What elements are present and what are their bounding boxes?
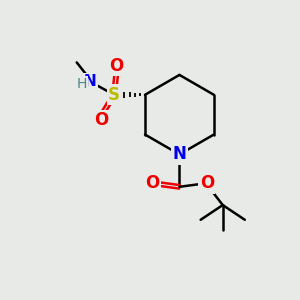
Text: S: S <box>108 86 120 104</box>
Text: O: O <box>94 111 108 129</box>
Text: N: N <box>84 74 96 89</box>
Text: O: O <box>200 174 214 192</box>
Text: O: O <box>109 57 124 75</box>
Text: O: O <box>145 174 159 192</box>
Text: N: N <box>172 146 186 164</box>
Text: H: H <box>76 77 87 91</box>
